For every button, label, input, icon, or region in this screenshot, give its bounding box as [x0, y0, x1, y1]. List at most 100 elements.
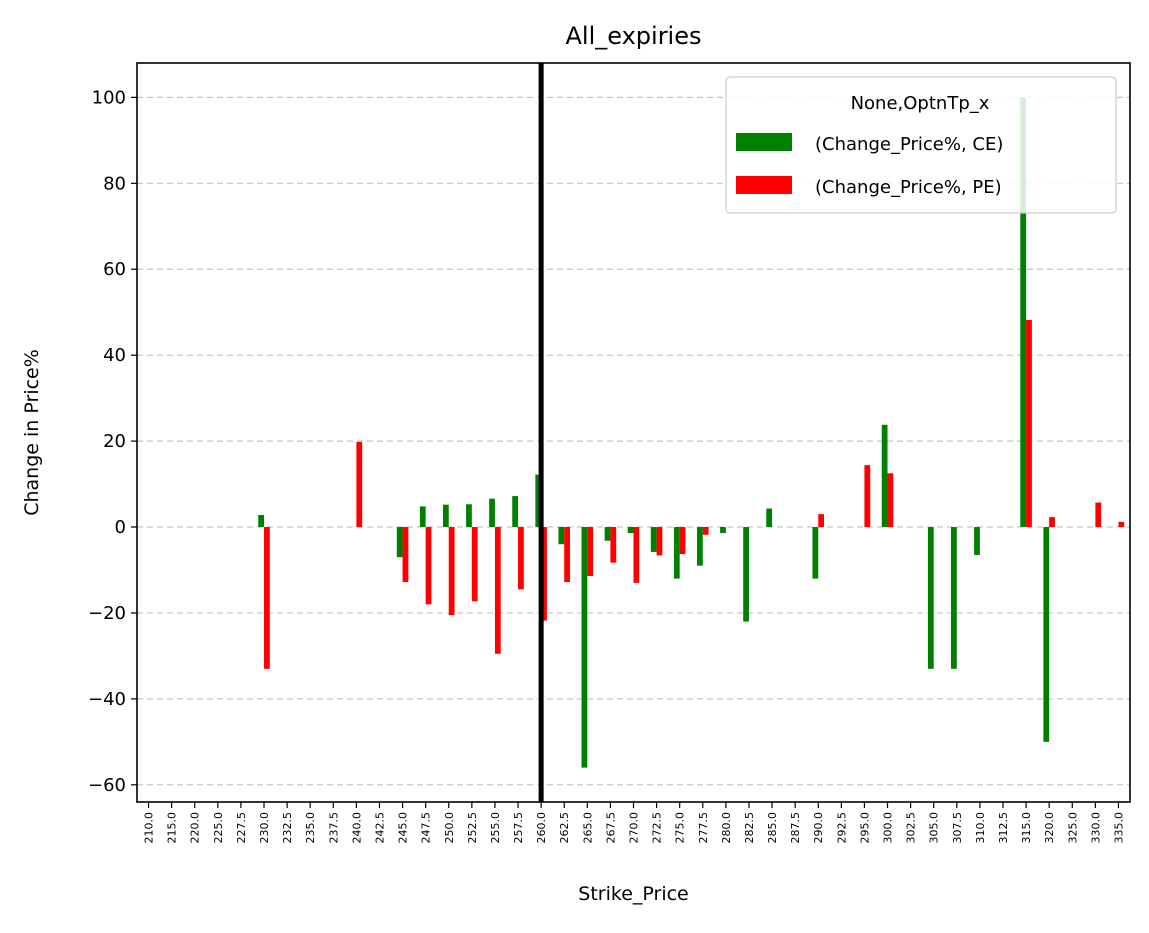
x-tick-label: 300.0 — [882, 812, 895, 844]
y-axis-label: Change in Price% — [21, 349, 43, 516]
bar-ce — [951, 527, 957, 669]
bar-ce — [812, 527, 819, 579]
bar-ce — [419, 506, 426, 528]
bar-ce — [650, 527, 657, 552]
x-tick-label: 270.0 — [628, 812, 641, 844]
x-tick-label: 282.5 — [743, 812, 756, 844]
bar-pe — [633, 527, 640, 583]
bar-pe — [1049, 517, 1055, 528]
y-tick-label: −20 — [88, 603, 126, 624]
bar-pe — [541, 527, 547, 621]
x-tick-label: 255.0 — [489, 812, 502, 844]
legend-box — [725, 76, 1117, 214]
y-tick-label: 100 — [92, 87, 126, 108]
x-tick-label: 227.5 — [235, 812, 248, 844]
x-tick-label: 285.0 — [766, 812, 779, 844]
bar-ce — [581, 527, 588, 768]
x-tick-label: 235.0 — [304, 812, 317, 844]
y-tick-label: 20 — [103, 431, 126, 452]
bar-ce — [1020, 97, 1027, 528]
bar-pe — [610, 527, 617, 563]
x-tick-label: 210.0 — [143, 812, 156, 844]
x-tick-label: 240.0 — [350, 812, 363, 844]
bar-ce — [766, 508, 773, 528]
y-tick-label: 0 — [115, 517, 126, 538]
x-tick-label: 225.0 — [212, 812, 225, 844]
x-axis: 210.0 215.0 220.0 225.0 227.5 230.0 232.5 235.0… — [143, 802, 1125, 844]
bar-ce — [396, 527, 403, 558]
bar-ce — [1043, 527, 1050, 742]
bar-ce — [258, 514, 265, 528]
bar-pe — [448, 527, 455, 616]
y-tick-label: 80 — [103, 173, 126, 194]
bar-pe — [656, 527, 663, 556]
x-tick-label: 260.0 — [535, 812, 548, 844]
x-tick-label: 245.0 — [397, 812, 410, 844]
bar-pe — [818, 514, 825, 528]
legend-title: None,OptnTp_x — [851, 93, 990, 114]
x-tick-label: 220.0 — [189, 812, 202, 844]
bar-pe — [1026, 319, 1032, 528]
bar-pe — [887, 473, 894, 528]
bar-pe — [471, 527, 478, 602]
bar-ce — [489, 498, 495, 528]
bar-pe — [518, 527, 524, 590]
bar-ce — [535, 474, 542, 528]
legend-label-ce: (Change_Price%, CE) — [815, 134, 1003, 155]
x-tick-label: 315.0 — [1020, 812, 1033, 844]
x-tick-label: 280.0 — [720, 812, 733, 844]
x-tick-label: 275.0 — [674, 812, 687, 844]
x-tick-label: 272.5 — [651, 812, 664, 844]
gridlines — [137, 96, 1130, 786]
bar-pe — [356, 441, 363, 528]
x-tick-label: 232.5 — [281, 812, 294, 844]
x-tick-label: 250.0 — [443, 812, 456, 844]
x-tick-label: 237.5 — [327, 812, 340, 844]
x-tick-label: 320.0 — [1043, 812, 1056, 844]
bar-pe — [264, 527, 270, 669]
x-tick-label: 305.0 — [928, 812, 941, 844]
chart-title: All_expiries — [565, 22, 701, 50]
x-tick-label: 330.0 — [1089, 812, 1102, 844]
bar-pe — [494, 527, 501, 654]
y-tick-label: 60 — [103, 259, 126, 280]
x-tick-label: 325.0 — [1066, 812, 1079, 844]
y-tick-label: −60 — [88, 775, 126, 796]
legend-swatch-ce — [736, 133, 792, 151]
bar-pe — [587, 527, 594, 577]
x-tick-label: 312.5 — [997, 812, 1010, 844]
bar-ce — [974, 527, 980, 555]
x-tick-label: 310.0 — [974, 812, 987, 844]
x-tick-label: 265.0 — [581, 812, 594, 844]
bar-ce — [604, 527, 611, 541]
legend-label-pe: (Change_Price%, PE) — [815, 177, 1002, 198]
y-axis: −60 −40 −20 0 20 40 60 80 100 — [88, 87, 137, 796]
x-tick-label: 242.5 — [373, 812, 386, 844]
x-tick-label: 302.5 — [905, 812, 918, 844]
bar-ce — [743, 527, 749, 622]
x-tick-label: 247.5 — [420, 812, 433, 844]
x-tick-label: 295.0 — [858, 812, 871, 844]
bar-pe — [564, 527, 570, 583]
bar-pe — [1095, 502, 1102, 528]
bar-ce — [697, 527, 703, 566]
bar-pe — [702, 527, 709, 535]
x-tick-label: 292.5 — [835, 812, 848, 844]
bar-pe — [1118, 521, 1125, 528]
bar-pe — [425, 527, 432, 605]
bar-ce — [720, 527, 726, 534]
bars — [258, 97, 1125, 768]
x-tick-label: 307.5 — [951, 812, 964, 844]
x-tick-label: 257.5 — [512, 812, 525, 844]
bar-ce — [466, 504, 472, 528]
x-tick-label: 252.5 — [466, 812, 479, 844]
bar-ce — [927, 527, 934, 669]
legend-swatch-pe — [736, 176, 792, 194]
bar-ce — [558, 527, 565, 545]
y-tick-label: −40 — [88, 689, 126, 710]
x-tick-label: 262.5 — [558, 812, 571, 844]
x-tick-label: 277.5 — [697, 812, 710, 844]
bar-ce — [512, 496, 519, 528]
bar-ce — [881, 424, 888, 528]
